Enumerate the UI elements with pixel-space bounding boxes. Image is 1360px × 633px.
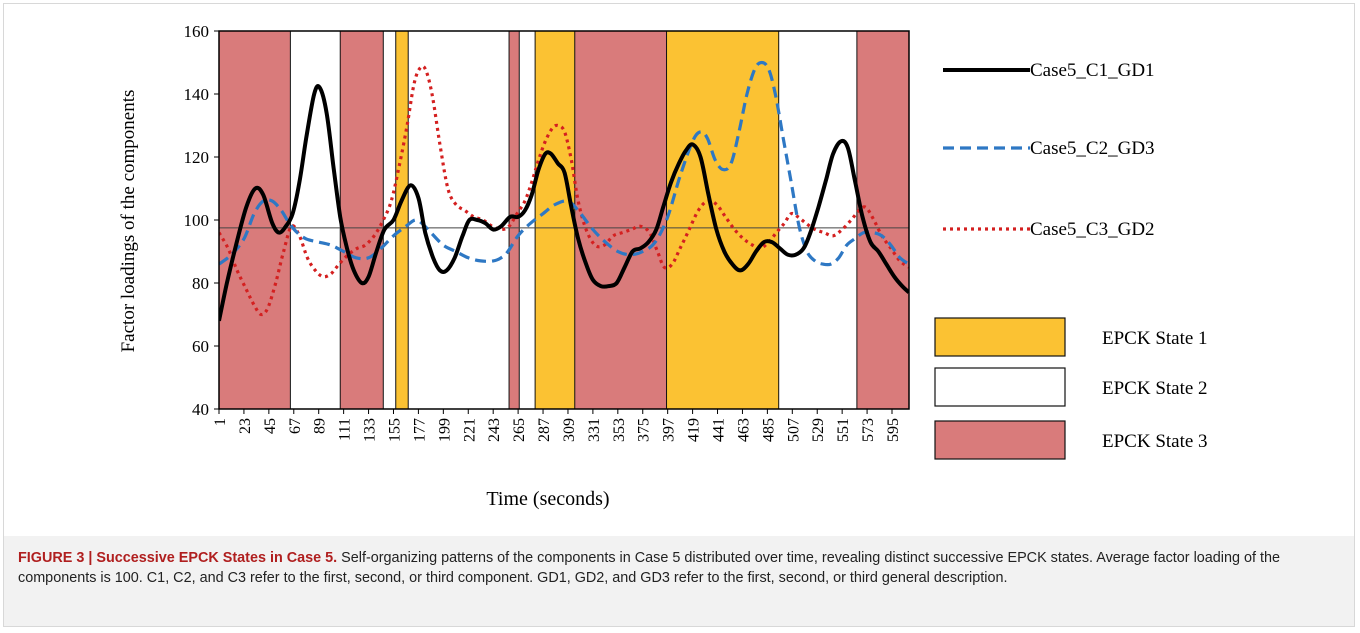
caption-background xyxy=(4,536,1354,626)
state-band xyxy=(519,31,536,409)
state-legend-box xyxy=(934,367,1066,407)
x-tick-label: 441 xyxy=(711,418,728,442)
x-tick-label: 419 xyxy=(686,418,703,442)
x-tick-label: 23 xyxy=(237,418,254,434)
x-tick-label: 67 xyxy=(287,418,304,434)
x-tick-label: 243 xyxy=(486,418,503,442)
y-tick-label: 100 xyxy=(184,211,210,230)
figure-caption: FIGURE 3 | Successive EPCK States in Cas… xyxy=(18,548,1338,588)
legend-label: Case5_C3_GD2 xyxy=(1030,219,1155,240)
state-band xyxy=(408,31,510,409)
series-line-Case5_C2_GD3 xyxy=(219,60,909,267)
state-legend: EPCK State 1 EPCK State 2 EPCK State 3 xyxy=(934,317,1208,460)
state-bands xyxy=(219,31,909,409)
x-tick-label: 309 xyxy=(561,418,578,442)
legend-label: Case5_C1_GD1 xyxy=(1030,60,1155,81)
x-tick-label: 287 xyxy=(536,418,553,442)
state-band xyxy=(219,31,291,409)
chart: 40 60 80 100 120 140 160 1 23 45 67 89 111 133 155 177… xyxy=(118,22,1208,510)
x-tick-label: 331 xyxy=(586,418,603,442)
state-band xyxy=(778,31,857,409)
state-band xyxy=(666,31,779,409)
y-tick-label: 80 xyxy=(192,274,209,293)
x-tick-label: 485 xyxy=(760,418,777,442)
x-tick-label: 177 xyxy=(411,418,428,442)
x-tick-label: 1 xyxy=(212,418,229,426)
y-tick-label: 140 xyxy=(184,85,210,104)
x-tick-label: 507 xyxy=(785,418,802,442)
x-tick-label: 595 xyxy=(885,418,902,442)
x-tick-label: 529 xyxy=(810,418,827,442)
y-tick-label: 60 xyxy=(192,337,209,356)
state-legend-box xyxy=(934,420,1066,460)
state-band xyxy=(395,31,409,409)
y-tick-label: 120 xyxy=(184,148,210,167)
x-axis: 1 23 45 67 89 111 133 155 177 199 221 243 265 287 309 3… xyxy=(212,409,902,442)
x-tick-label: 221 xyxy=(461,418,478,442)
state-legend-box xyxy=(934,317,1066,357)
x-tick-label: 353 xyxy=(611,418,628,442)
y-tick-label: 40 xyxy=(192,400,209,419)
series-legend: Case5_C1_GD1 Case5_C2_GD3 Case5_C3_GD2 xyxy=(943,60,1155,240)
x-tick-label: 375 xyxy=(636,418,653,442)
x-tick-label: 265 xyxy=(511,418,528,442)
series-lines xyxy=(219,60,909,322)
x-tick-label: 463 xyxy=(735,418,752,442)
y-tick-label: 160 xyxy=(184,22,210,41)
x-tick-label: 573 xyxy=(860,418,877,442)
x-tick-label: 133 xyxy=(362,418,379,442)
state-band xyxy=(340,31,384,409)
x-tick-label: 89 xyxy=(312,418,329,434)
state-band xyxy=(383,31,396,409)
x-tick-label: 155 xyxy=(386,418,403,442)
series-line-Case5_C3_GD2 xyxy=(219,64,909,317)
y-axis: 40 60 80 100 120 140 160 xyxy=(184,22,219,419)
state-legend-label: EPCK State 1 xyxy=(1102,328,1208,349)
x-tick-label: 111 xyxy=(337,418,354,441)
x-axis-label: Time (seconds) xyxy=(486,488,609,510)
legend-label: Case5_C2_GD3 xyxy=(1030,138,1155,159)
y-axis-label: Factor loadings of the components xyxy=(118,90,139,353)
state-band xyxy=(574,31,667,409)
series-line-Case5_C1_GD1 xyxy=(219,84,909,322)
state-legend-label: EPCK State 2 xyxy=(1102,378,1208,399)
state-band xyxy=(535,31,575,409)
state-band xyxy=(856,31,909,409)
caption-text: Self-organizing patterns of the componen… xyxy=(18,550,1280,586)
x-tick-label: 45 xyxy=(262,418,279,434)
x-tick-label: 551 xyxy=(835,418,852,442)
caption-label: FIGURE 3 | Successive EPCK States in Cas… xyxy=(18,550,338,566)
x-tick-label: 397 xyxy=(661,418,678,442)
x-tick-label: 199 xyxy=(436,418,453,442)
state-legend-label: EPCK State 3 xyxy=(1102,431,1208,452)
